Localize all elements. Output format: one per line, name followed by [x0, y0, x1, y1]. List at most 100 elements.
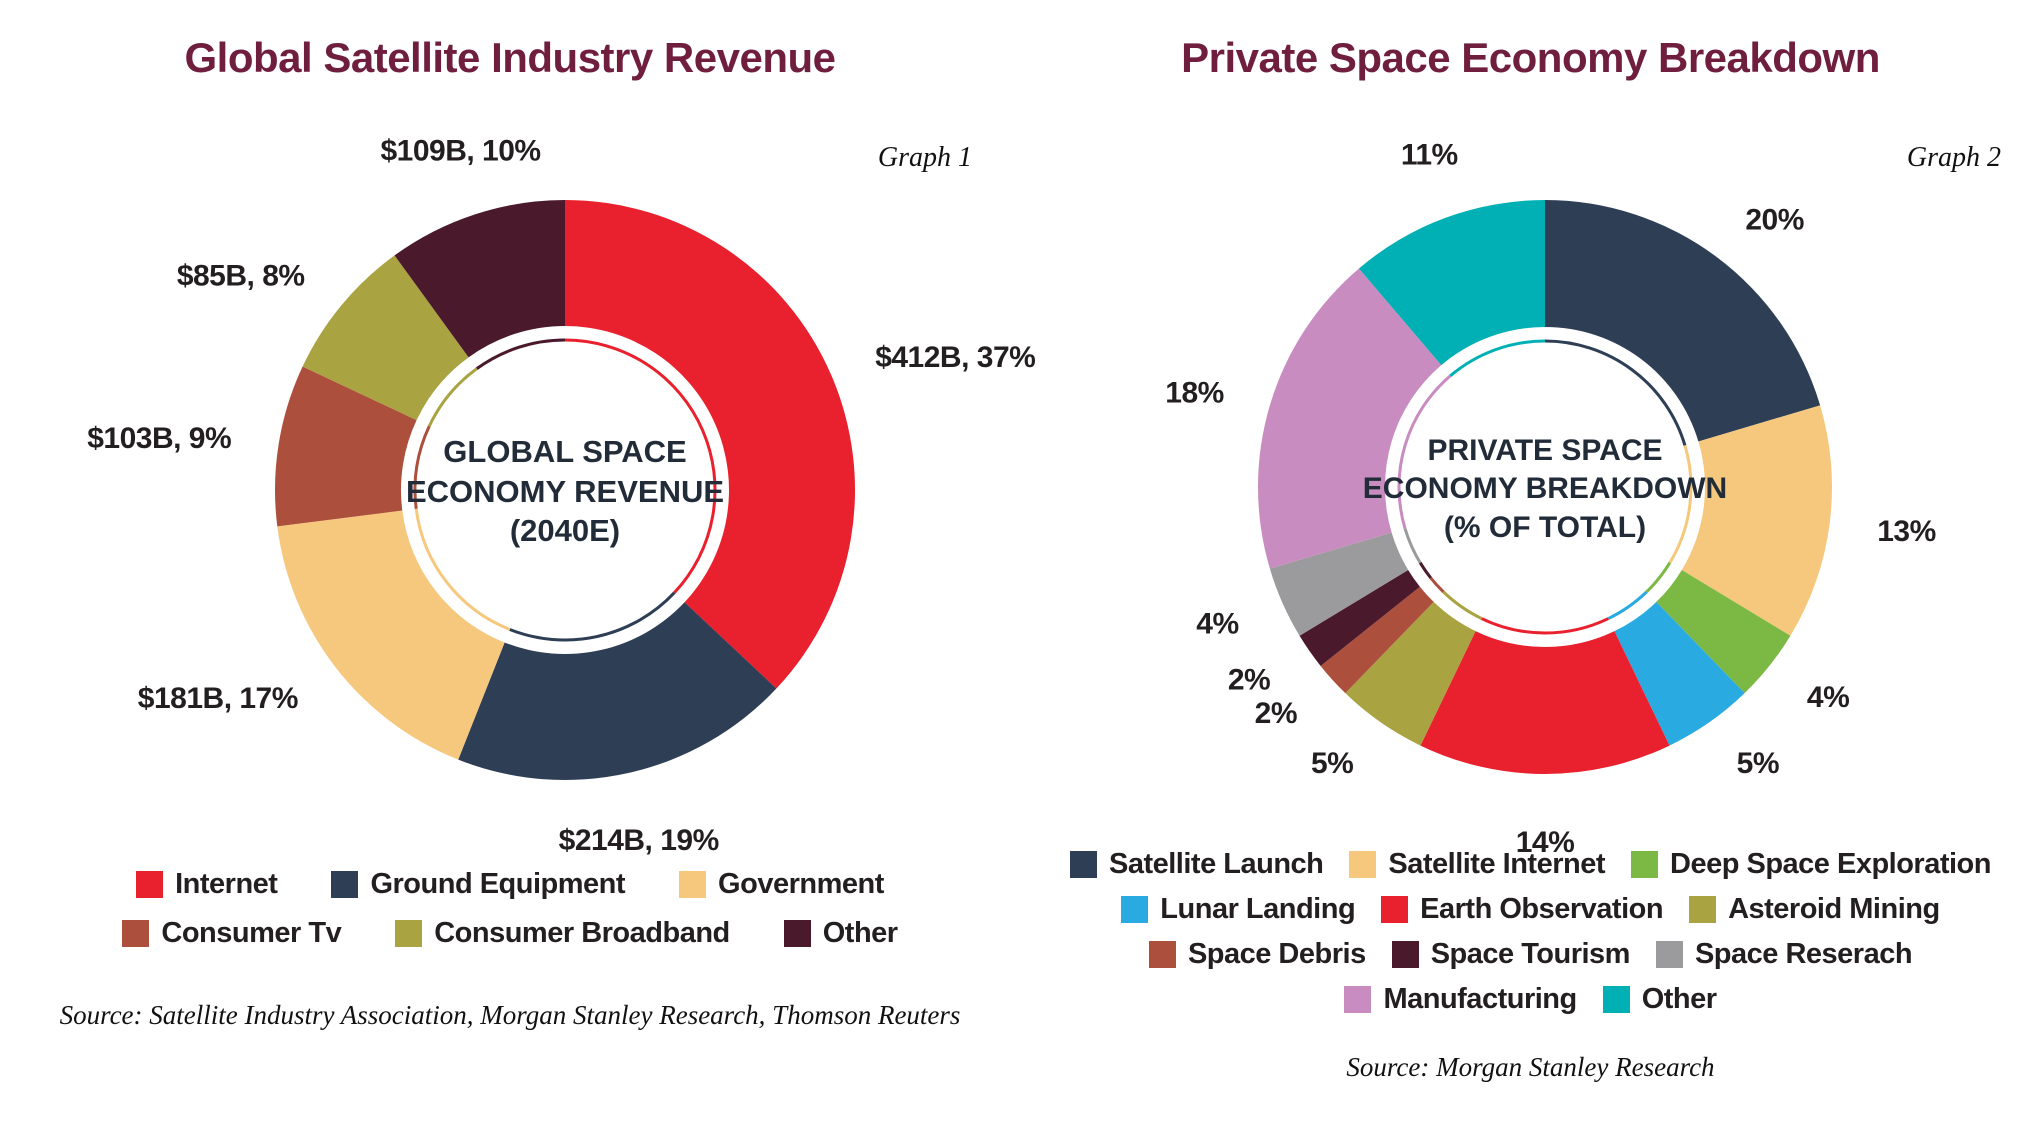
- donut-chart-private-space-economy: 20% 13% 4% 5% 14% 5% 2%2% 4% 18% 11%: [1165, 139, 1936, 859]
- donut-segment-satellite-internet: [1681, 405, 1832, 636]
- donut-segment-consumer-broadband: [302, 255, 469, 421]
- donut-segment-other: [394, 200, 565, 358]
- legend-item-government: Government: [679, 868, 884, 901]
- inner-ring-satellite-internet: [1668, 445, 1693, 564]
- center-line: (2040E): [509, 513, 621, 549]
- legend-label: Manufacturing: [1383, 983, 1577, 1015]
- legend-label: Deep Space Exploration: [1670, 848, 1992, 880]
- global-satellite-revenue-panel: Global Satellite Industry Revenue Graph …: [0, 0, 1036, 1135]
- legend-item-lunar-landing: Lunar Landing: [1121, 893, 1356, 926]
- legend-label: Space Tourism: [1430, 938, 1631, 970]
- value-label-manufacturing: 18%: [1165, 377, 1224, 410]
- inner-ring-earth-observation: [1481, 617, 1609, 635]
- legend-row: Space Debris Space Tourism Space Reserach: [1148, 938, 1913, 971]
- donut-segment-space-reserach: [1269, 532, 1409, 636]
- chart1-title: Global Satellite Industry Revenue: [184, 34, 836, 81]
- legend-label: Internet: [175, 868, 278, 900]
- donut-segment-internet: [565, 200, 855, 689]
- value-label-deep-space-exploration: 4%: [1807, 681, 1849, 714]
- legend-item-ground-equipment: Ground Equipment: [331, 868, 626, 901]
- center-line: PRIVATE SPACE: [1427, 434, 1663, 467]
- legend-item-asteroid-mining: Asteroid Mining: [1689, 893, 1940, 926]
- legend-item-manufacturing: Manufacturing: [1344, 983, 1577, 1016]
- legend-item-other: Other: [1602, 983, 1717, 1016]
- inner-ring-space-tourism: [1418, 561, 1433, 579]
- inner-ring-government: [414, 508, 511, 631]
- chart1-graph-number-label: Graph 1: [877, 142, 972, 173]
- donut-segment-earth-observation: [1420, 631, 1670, 774]
- donut-segment-lunar-landing: [1614, 601, 1745, 746]
- value-label-space-reserach: 4%: [1196, 608, 1238, 641]
- legend-swatch-consumer-broadband: [395, 920, 423, 947]
- inner-ring-other: [475, 338, 566, 370]
- inner-ring-ground-equipment: [509, 591, 676, 642]
- legend-label: Satellite Launch: [1108, 848, 1324, 880]
- value-label-other: $109B, 10%: [380, 135, 540, 168]
- value-label-satellite-launch: 20%: [1745, 204, 1804, 237]
- chart1-center-label: GLOBAL SPACE ECONOMY REVENUE (2040E): [360, 432, 770, 551]
- value-label-consumer-broadband: $85B, 8%: [177, 260, 305, 293]
- legend-item-space-tourism: Space Tourism: [1391, 938, 1631, 971]
- donut-segment-ground-equipment: [458, 602, 777, 780]
- value-label-ground-equipment: $214B, 19%: [559, 824, 719, 857]
- legend-label: Other: [822, 917, 898, 949]
- chart2-legend: Satellite Launch Satellite Internet Deep S…: [1020, 848, 2041, 1016]
- legend-row: Consumer Tv Consumer Broadband Other: [122, 917, 898, 950]
- legend-swatch-consumer-tv: [122, 920, 150, 947]
- legend-label: Asteroid Mining: [1728, 893, 1940, 925]
- legend-swatch-other: [783, 920, 811, 947]
- legend-item-space-debris: Space Debris: [1148, 938, 1366, 971]
- legend-swatch-other: [1602, 986, 1630, 1013]
- legend-item-consumer-broadband: Consumer Broadband: [395, 917, 730, 950]
- center-line: ECONOMY BREAKDOWN: [1362, 472, 1728, 506]
- legend-row: Internet Ground Equipment Government: [136, 868, 884, 901]
- inner-ring-consumer-tv: [413, 425, 431, 509]
- legend-swatch-asteroid-mining: [1689, 896, 1717, 923]
- legend-label: Consumer Broadband: [434, 917, 730, 949]
- legend-row: Manufacturing Other: [1344, 983, 1717, 1016]
- inner-ring-asteroid-mining: [1442, 590, 1483, 620]
- legend-swatch-space-reserach: [1655, 941, 1683, 968]
- chart2-center-label: PRIVATE SPACE ECONOMY BREAKDOWN (% OF TO…: [1340, 432, 1750, 547]
- donut-chart-global-satellite-revenue: $412B, 37% $214B, 19% $181B, 17% $103B, 9% $…: [87, 135, 1036, 857]
- value-label-other: 11%: [1401, 139, 1458, 172]
- chart2-graph-number-label: Graph 2: [1906, 142, 2001, 173]
- inner-ring-consumer-broadband: [427, 367, 478, 427]
- inner-ring-manufacturing: [1397, 374, 1452, 529]
- legend-swatch-manufacturing: [1344, 986, 1372, 1013]
- legend-swatch-space-tourism: [1391, 941, 1419, 968]
- legend-item-internet: Internet: [136, 868, 278, 901]
- center-line: ECONOMY REVENUE: [405, 473, 725, 509]
- inner-ring-other: [1449, 339, 1546, 377]
- legend-swatch-ground-equipment: [331, 871, 359, 898]
- legend-item-other: Other: [783, 917, 898, 950]
- legend-item-satellite-launch: Satellite Launch: [1069, 848, 1324, 881]
- value-label-lunar-landing: 5%: [1737, 747, 1779, 780]
- legend-row: Satellite Launch Satellite Internet Deep S…: [1069, 848, 1992, 881]
- value-label-earth-observation: 14%: [1516, 826, 1575, 859]
- legend-swatch-deep-space-exploration: [1631, 851, 1658, 878]
- legend-item-earth-observation: Earth Observation: [1381, 893, 1664, 926]
- legend-label: Space Debris: [1187, 938, 1366, 970]
- value-label-government: $181B, 17%: [138, 682, 298, 715]
- donut-segment-consumer-tv: [275, 366, 417, 527]
- value-label-asteroid-mining: 5%: [1311, 747, 1353, 780]
- donut-segment-space-debris: [1320, 586, 1434, 694]
- inner-ring-satellite-launch: [1544, 339, 1687, 446]
- donut-segment-satellite-launch: [1545, 200, 1821, 442]
- legend-item-deep-space-exploration: Deep Space Exploration: [1631, 848, 1992, 881]
- legend-swatch-lunar-landing: [1121, 896, 1149, 923]
- legend-swatch-satellite-launch: [1069, 851, 1097, 878]
- legend-item-satellite-internet: Satellite Internet: [1349, 848, 1605, 881]
- value-label-satellite-internet: 13%: [1877, 515, 1936, 548]
- legend-label: Space Reserach: [1694, 938, 1913, 970]
- donut-segment-asteroid-mining: [1345, 601, 1476, 746]
- chart1-source: Source: Satellite Industry Association, …: [59, 1000, 961, 1030]
- legend-swatch-internet: [136, 871, 164, 898]
- inner-ring-lunar-landing: [1607, 590, 1648, 620]
- legend-item-space-reserach: Space Reserach: [1655, 938, 1913, 971]
- legend-row: Lunar Landing Earth Observation Asteroid M…: [1121, 893, 1940, 926]
- center-line: (% OF TOTAL): [1443, 510, 1647, 544]
- value-label-consumer-tv: $103B, 9%: [87, 422, 231, 455]
